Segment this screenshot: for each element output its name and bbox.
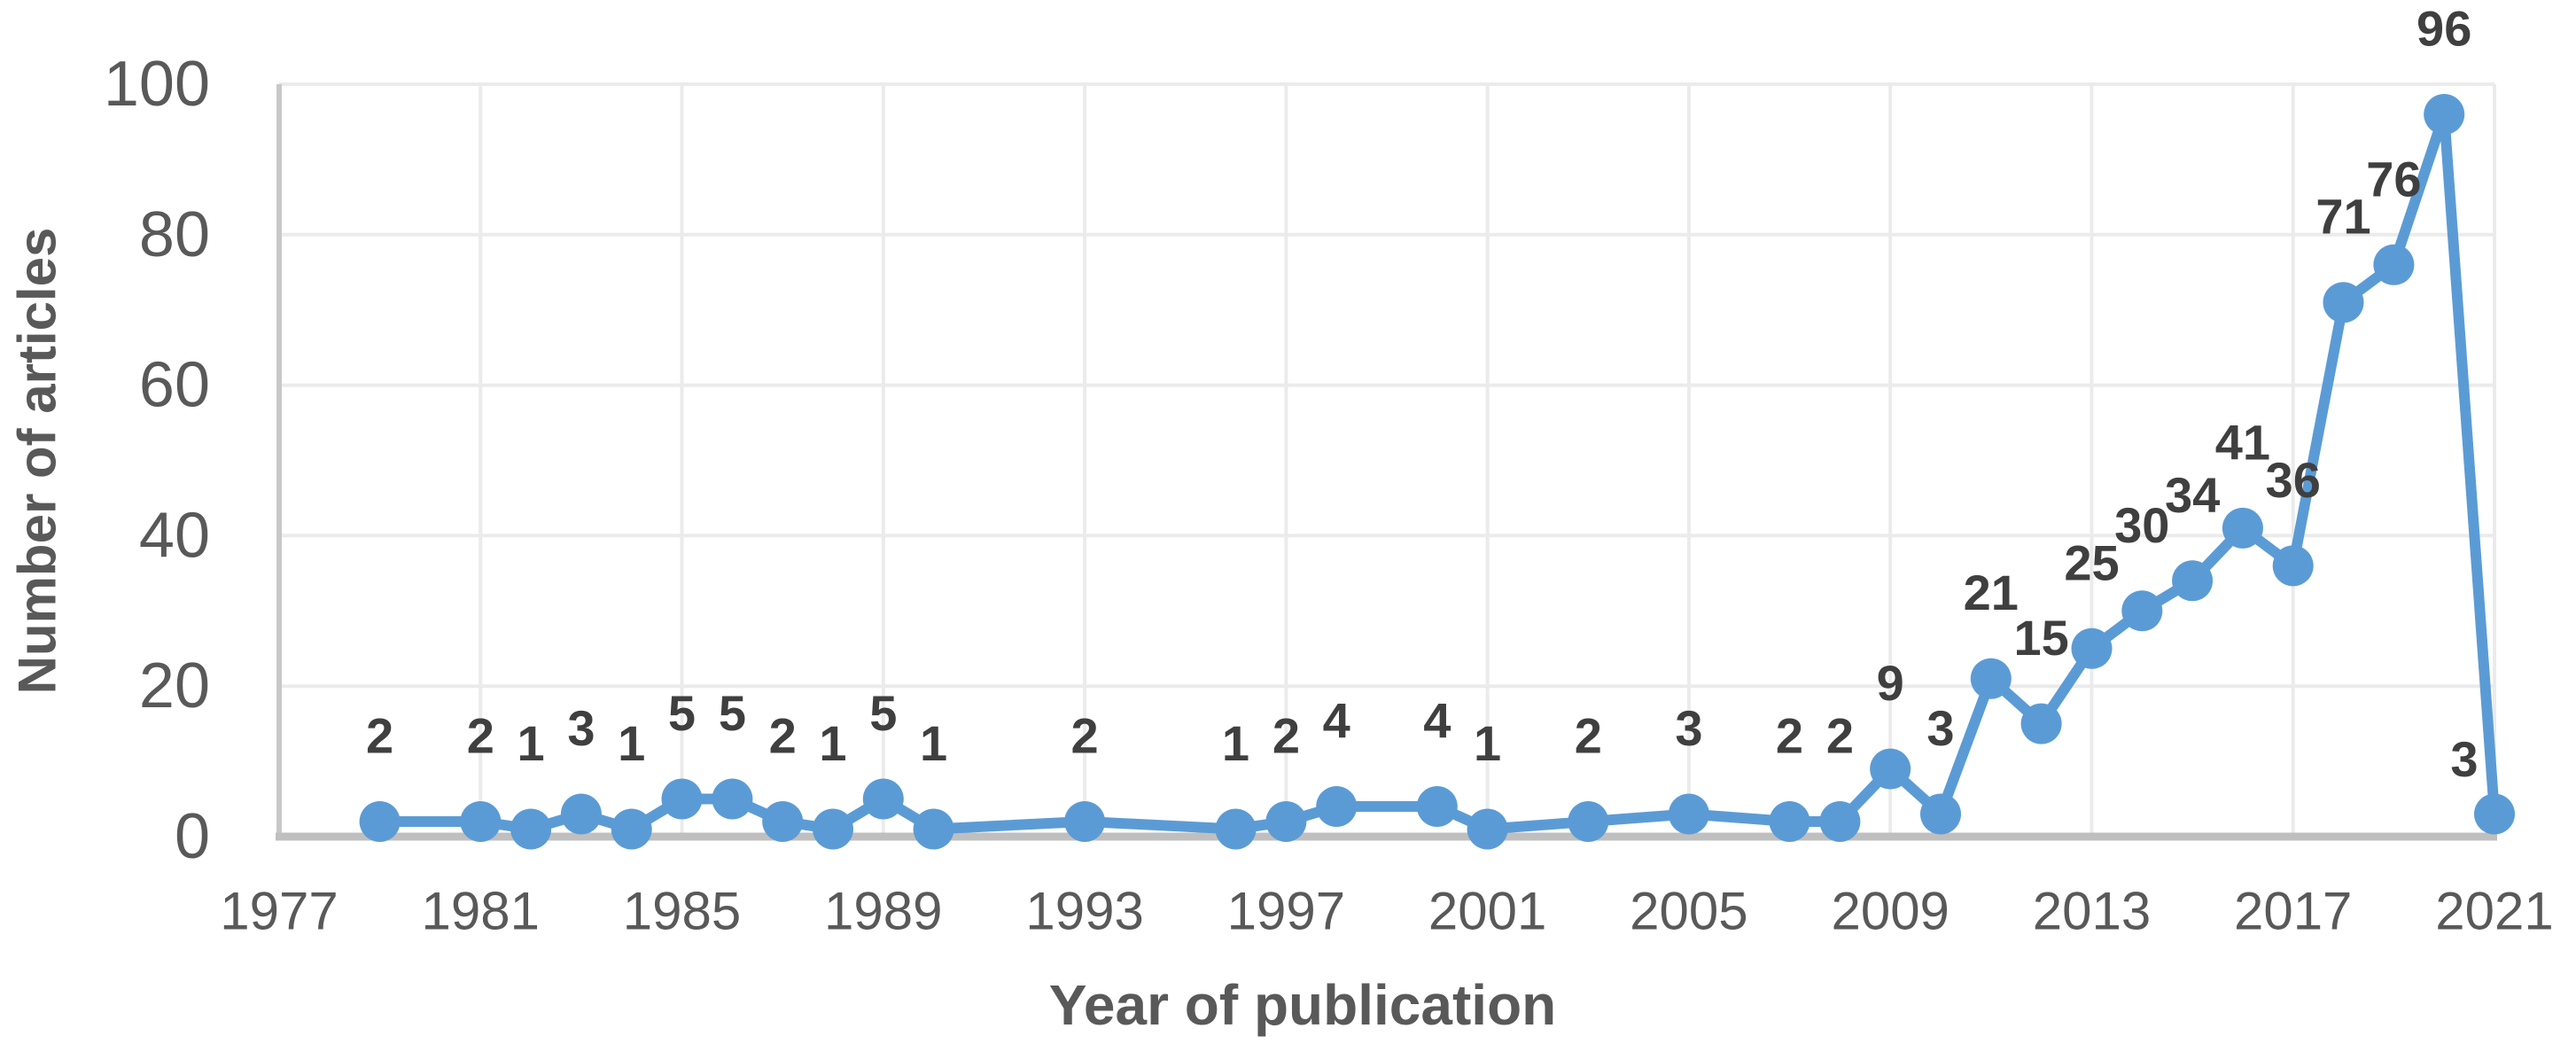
y-tick-label: 60 [139,350,210,421]
x-tick-label: 2009 [1831,882,1949,941]
data-point-marker [762,801,804,842]
data-point-marker [359,801,401,842]
x-tick-label: 1993 [1025,882,1143,941]
data-point-marker [862,778,904,820]
data-point-marker [1568,801,1609,842]
data-point-marker [611,808,652,850]
axes [276,84,2497,841]
x-tick-label: 1989 [824,882,942,941]
data-point-markers [359,94,2515,850]
data-point-marker [1819,801,1861,842]
data-point-label: 2 [1071,708,1099,764]
data-point-label: 96 [2416,1,2471,57]
data-point-label: 2 [366,708,393,764]
data-point-marker [1316,786,1358,827]
data-point-label: 1 [618,715,645,771]
data-point-label: 76 [2366,151,2421,206]
data-point-label: 2 [1575,708,1602,764]
data-point-label: 2 [467,708,494,764]
data-point-label: 25 [2064,534,2119,590]
data-point-marker [1769,801,1810,842]
data-point-label: 2 [1826,708,1854,764]
x-tick-label: 2021 [2435,882,2553,941]
data-point-label: 21 [1964,565,2019,620]
data-point-marker [1467,808,1508,850]
data-point-label: 5 [719,685,746,741]
data-point-label: 15 [2013,610,2068,666]
x-tick-label: 1981 [422,882,540,941]
data-point-label: 3 [2450,731,2478,787]
data-point-marker [1215,808,1257,850]
data-point-label: 2 [1776,708,1803,764]
data-point-label: 34 [2165,467,2220,523]
x-tick-label: 2013 [2033,882,2151,941]
y-tick-label: 80 [139,199,210,270]
data-point-marker [913,808,954,850]
y-tick-label: 0 [175,801,210,872]
data-point-marker [560,793,602,835]
x-tick-label: 1977 [220,882,338,941]
data-point-label: 36 [2266,452,2321,508]
y-tick-label: 20 [139,651,210,721]
data-point-marker [2474,793,2515,835]
data-point-label: 1 [518,715,545,771]
data-point-label: 30 [2114,497,2169,553]
data-point-marker [661,778,703,820]
data-point-marker [2071,627,2113,669]
data-point-marker [1265,801,1307,842]
data-point-label: 5 [668,685,696,741]
data-point-marker [1920,793,1961,835]
data-point-label: 3 [567,700,595,756]
data-point-label: 1 [819,715,846,771]
data-point-labels: 2 2 1 3 15 5 2 151 2 1 2 4 4 1 2 3 2 29321152530344136717… [366,1,2479,788]
x-tick-label: 2017 [2234,882,2352,941]
data-point-label: 1 [920,715,947,771]
data-point-label: 3 [1926,700,1954,756]
data-point-label: 5 [869,685,897,741]
series-line [374,109,2500,835]
data-point-label: 41 [2215,414,2270,470]
y-tick-label: 40 [139,500,210,571]
data-point-marker [2222,507,2263,549]
data-point-label: 4 [1423,693,1451,749]
data-point-marker [1064,801,1106,842]
x-tick-label: 2005 [1630,882,1747,941]
x-tick-label: 1985 [623,882,741,941]
data-point-label: 3 [1675,700,1702,756]
data-point-marker [712,778,753,820]
gridlines [279,82,2496,837]
data-point-label: 71 [2315,189,2370,245]
y-tick-label: 100 [104,49,210,120]
data-point-label: 9 [1877,655,1904,711]
data-point-marker [2121,590,2163,632]
data-point-marker [2172,560,2214,602]
data-point-marker [2020,703,2062,744]
data-point-marker [2373,244,2415,285]
tick-labels: 0 20 40 60 80 100 1977 1981 1985 1989 1993 1997 2001… [104,49,2554,941]
data-point-marker [2272,545,2314,587]
data-point-marker [2424,94,2465,135]
y-axis-title: Number of articles [8,228,67,695]
x-tick-label: 2001 [1428,882,1546,941]
x-tick-label: 1997 [1227,882,1345,941]
series-line-group [374,109,2500,835]
data-point-label: 2 [1272,708,1300,764]
data-point-label: 1 [1474,715,1501,771]
data-point-marker [1668,793,1709,835]
x-axis-title: Year of publication [1049,973,1557,1037]
data-point-marker [1870,748,1911,790]
data-point-marker [510,808,552,850]
data-point-marker [1416,786,1458,827]
data-point-label: 2 [769,708,797,764]
data-point-marker [2323,282,2364,323]
data-point-label: 4 [1323,693,1350,749]
data-point-marker [460,801,502,842]
data-point-marker [1970,658,2012,699]
data-point-marker [813,808,853,850]
data-point-label: 1 [1222,715,1249,771]
